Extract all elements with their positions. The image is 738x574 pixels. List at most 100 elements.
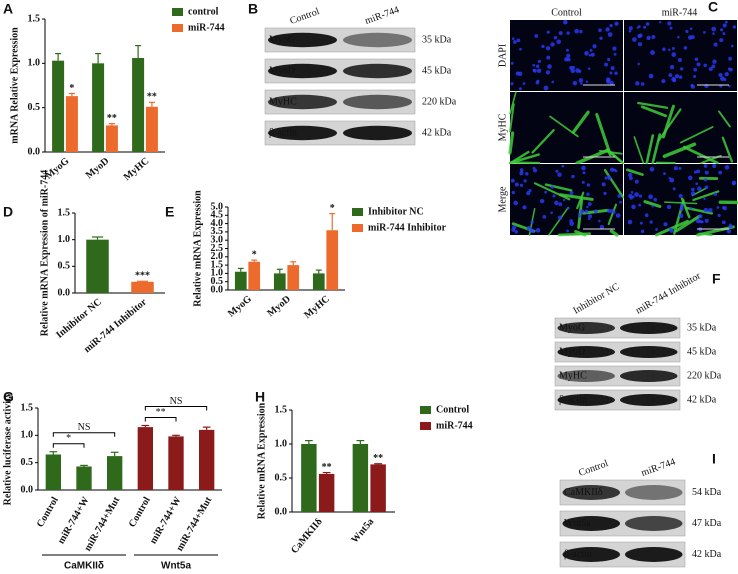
blot-band xyxy=(557,394,615,406)
nucleus xyxy=(572,80,578,86)
nucleus xyxy=(566,31,570,35)
nucleus xyxy=(530,228,535,234)
error-bar xyxy=(356,440,365,444)
nucleus xyxy=(693,67,698,72)
nucleus xyxy=(711,26,717,32)
significance: * xyxy=(252,249,257,260)
size-label: 45 kDa xyxy=(422,65,452,76)
nucleus xyxy=(627,172,633,178)
nucleus xyxy=(704,218,709,223)
nucleus xyxy=(719,38,724,43)
nucleus xyxy=(713,42,718,47)
nucleus xyxy=(690,84,695,89)
nucleus xyxy=(510,61,514,65)
bar xyxy=(352,444,369,512)
nucleus xyxy=(695,182,699,185)
nucleus xyxy=(631,195,635,199)
error-bar xyxy=(315,269,322,274)
nucleus xyxy=(557,172,562,177)
nucleus xyxy=(677,35,680,39)
nucleus xyxy=(628,29,632,33)
nucleus xyxy=(728,224,733,229)
nucleus xyxy=(587,202,592,207)
nucleus xyxy=(586,183,591,187)
nucleus xyxy=(703,207,708,213)
blot-band xyxy=(562,485,620,500)
nucleus xyxy=(703,63,707,68)
blot-band xyxy=(268,125,337,141)
nucleus xyxy=(663,222,668,227)
nucleus xyxy=(609,24,613,28)
group-label: CaMKIIδ xyxy=(64,561,104,572)
nucleus xyxy=(578,215,582,218)
myotube xyxy=(558,193,594,201)
myotube xyxy=(509,150,530,165)
y-tick-label: 0.5 xyxy=(28,102,41,113)
nucleus xyxy=(519,183,524,187)
bar xyxy=(65,96,78,152)
y-tick-label: 1.5 xyxy=(28,13,41,24)
nucleus xyxy=(552,194,556,198)
nucleus xyxy=(567,57,571,62)
bar xyxy=(76,466,92,490)
nucleus xyxy=(579,209,585,214)
nucleus xyxy=(514,230,518,234)
nucleus xyxy=(590,52,595,57)
comparison-bracket xyxy=(52,432,116,437)
blot-band xyxy=(343,32,412,48)
blot-band xyxy=(620,346,678,358)
row-label: DAPI xyxy=(497,44,508,67)
nucleus xyxy=(575,68,580,73)
comparison-bracket xyxy=(52,443,85,448)
nucleus xyxy=(722,23,727,28)
error-bar xyxy=(202,426,211,430)
y-tick-label: 0.5 xyxy=(58,261,71,272)
nucleus xyxy=(582,171,586,175)
nucleus xyxy=(598,28,602,33)
nucleus xyxy=(678,167,682,170)
nucleus xyxy=(593,209,598,214)
nucleus xyxy=(607,176,612,180)
legend-swatch xyxy=(172,8,183,16)
size-label: 42 kDa xyxy=(422,127,452,138)
nucleus xyxy=(634,192,639,197)
row-label: Merge xyxy=(497,186,508,212)
nucleus xyxy=(558,215,563,220)
y-tick-label: 1.0 xyxy=(28,58,41,69)
y-tick-label: 0.5 xyxy=(211,276,224,287)
nucleus xyxy=(703,197,706,201)
nucleus xyxy=(551,80,555,84)
nucleus xyxy=(550,185,554,189)
myotube xyxy=(509,91,517,115)
nucleus xyxy=(601,182,606,187)
nucleus xyxy=(663,172,666,176)
nucleus xyxy=(661,79,666,84)
protein-label: MyHC xyxy=(559,370,587,381)
x-tick-label: Control xyxy=(35,495,61,529)
nucleus xyxy=(655,228,658,231)
nucleus xyxy=(519,47,522,51)
nucleus xyxy=(617,194,622,198)
panel-label: B xyxy=(248,1,258,17)
error-bar xyxy=(55,52,62,61)
nucleus xyxy=(635,81,640,86)
blot-band xyxy=(343,94,412,110)
error-bar xyxy=(305,440,313,444)
bar xyxy=(107,456,123,490)
error-bar xyxy=(172,434,180,437)
nucleus xyxy=(519,87,522,91)
nucleus xyxy=(711,64,716,69)
nucleus xyxy=(639,221,643,225)
y-axis-label: Relative mRNA Expression xyxy=(192,190,203,307)
nucleus xyxy=(562,198,566,202)
nucleus xyxy=(732,25,737,29)
nucleus xyxy=(691,187,695,192)
nucleus xyxy=(584,51,589,56)
legend-label: Inhibitor NC xyxy=(368,206,424,217)
myotube xyxy=(651,133,662,165)
panel-label: G xyxy=(3,389,14,405)
nucleus xyxy=(581,165,586,171)
nucleus xyxy=(650,50,655,55)
nucleus xyxy=(545,46,551,51)
nucleus xyxy=(544,190,548,194)
